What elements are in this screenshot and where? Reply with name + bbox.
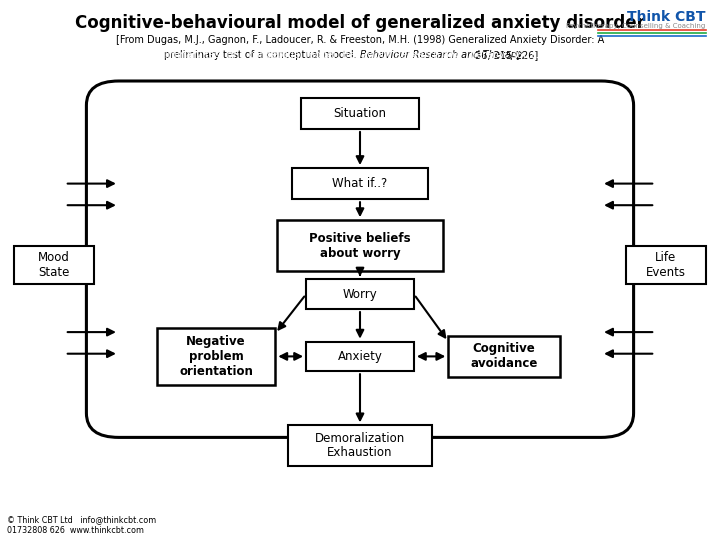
Text: Think CBT: Think CBT [627, 10, 706, 24]
FancyBboxPatch shape [288, 426, 432, 465]
Text: Worry: Worry [343, 288, 377, 301]
Text: Cognitive
avoidance: Cognitive avoidance [470, 342, 538, 370]
Text: Demoralization
Exhaustion: Demoralization Exhaustion [315, 431, 405, 460]
FancyBboxPatch shape [277, 220, 443, 271]
Text: [From Dugas, M.J., Gagnon, F., Ladoucer, R. & Freeston, M.H. (1998) Generalized : [From Dugas, M.J., Gagnon, F., Ladoucer,… [116, 35, 604, 45]
FancyBboxPatch shape [156, 328, 275, 384]
FancyBboxPatch shape [86, 81, 634, 437]
Text: Psychotherapy, Counselling & Coaching: Psychotherapy, Counselling & Coaching [567, 23, 706, 29]
Text: Life
Events: Life Events [646, 251, 686, 279]
Text: Anxiety: Anxiety [338, 350, 382, 363]
Text: What if..?: What if..? [333, 177, 387, 190]
FancyBboxPatch shape [14, 246, 94, 284]
FancyBboxPatch shape [292, 168, 428, 199]
Text: Negative
problem
orientation: Negative problem orientation [179, 335, 253, 378]
FancyBboxPatch shape [306, 280, 414, 309]
Text: Cognitive-behavioural model of generalized anxiety disorder: Cognitive-behavioural model of generaliz… [75, 14, 645, 31]
Text: Situation: Situation [333, 107, 387, 120]
Text: preliminary test of a conceptual model.: preliminary test of a conceptual model. [164, 50, 360, 60]
FancyBboxPatch shape [626, 246, 706, 284]
Text: preliminary test of a conceptual model. Behaviour Research and Therapy, 36, 215-: preliminary test of a conceptual model. … [146, 50, 574, 60]
Text: Positive beliefs
about worry: Positive beliefs about worry [309, 232, 411, 260]
FancyBboxPatch shape [301, 98, 419, 129]
Text: 36, 215-226]: 36, 215-226] [472, 50, 538, 60]
FancyBboxPatch shape [448, 336, 560, 377]
Text: © Think CBT Ltd   info@thinkcbt.com
01732808 626  www.thinkcbt.com: © Think CBT Ltd info@thinkcbt.com 017328… [7, 515, 156, 535]
FancyBboxPatch shape [306, 342, 414, 372]
Text: Behaviour Research and Therapy,: Behaviour Research and Therapy, [360, 50, 525, 60]
Text: Mood
State: Mood State [38, 251, 70, 279]
